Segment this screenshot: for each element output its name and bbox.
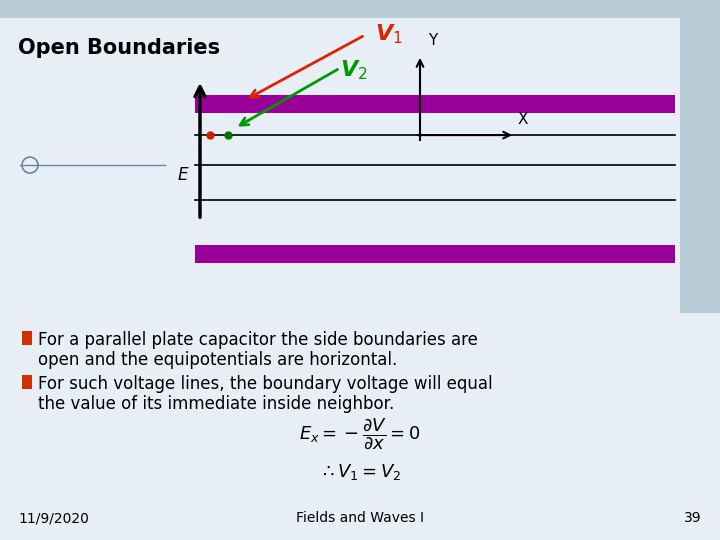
Text: For a parallel plate capacitor the side boundaries are: For a parallel plate capacitor the side … — [38, 331, 478, 349]
Text: E: E — [178, 166, 189, 184]
Text: V$_2$: V$_2$ — [340, 58, 368, 82]
Text: V$_1$: V$_1$ — [375, 22, 402, 45]
Text: the value of its immediate inside neighbor.: the value of its immediate inside neighb… — [38, 395, 395, 413]
Text: 11/9/2020: 11/9/2020 — [18, 511, 89, 525]
Text: Open Boundaries: Open Boundaries — [18, 38, 220, 58]
Text: open and the equipotentials are horizontal.: open and the equipotentials are horizont… — [38, 351, 397, 369]
Text: For such voltage lines, the boundary voltage will equal: For such voltage lines, the boundary vol… — [38, 375, 492, 393]
Text: X: X — [518, 112, 528, 127]
Bar — [680, 0, 720, 313]
Text: $E_x = -\dfrac{\partial V}{\partial x} = 0$: $E_x = -\dfrac{\partial V}{\partial x} =… — [300, 416, 420, 451]
Text: Y: Y — [428, 33, 437, 48]
Bar — [0, 0, 720, 18]
Bar — [22, 375, 32, 389]
Bar — [22, 331, 32, 345]
Bar — [195, 95, 675, 113]
Text: Fields and Waves I: Fields and Waves I — [296, 511, 424, 525]
Text: 39: 39 — [685, 511, 702, 525]
Text: $\therefore V_1 = V_2$: $\therefore V_1 = V_2$ — [319, 462, 401, 482]
Bar — [195, 245, 675, 263]
